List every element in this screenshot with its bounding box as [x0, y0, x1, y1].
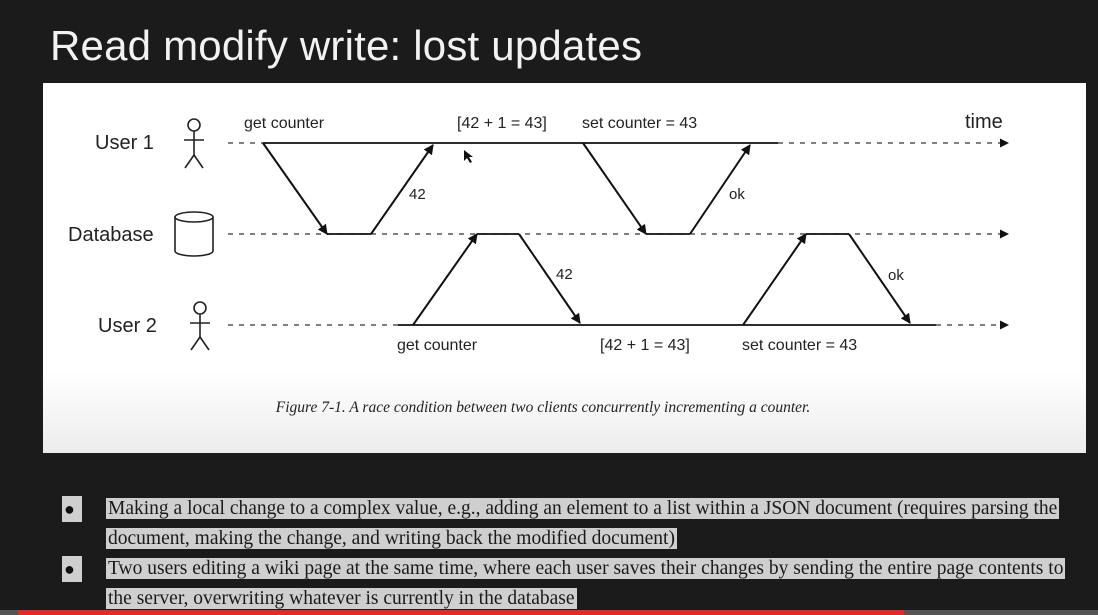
user2-label: User 2 — [98, 315, 157, 337]
time-axis-label: time — [965, 111, 1003, 133]
user1-person-icon — [184, 118, 204, 169]
bullet-icon: ● — [64, 499, 75, 519]
list-item: ● Making a local change to a complex val… — [62, 494, 1077, 554]
user1-read-response-arrow — [370, 144, 434, 235]
user2-person-icon — [190, 301, 210, 351]
figure-panel: User 1 Database User 2 — [43, 83, 1086, 453]
user1-get-label: get counter — [244, 115, 325, 132]
user2-write-response-arrow — [848, 233, 911, 324]
bullet-list: ● Making a local change to a complex val… — [62, 494, 1077, 614]
bullet-icon: ● — [64, 559, 75, 579]
user2-set-request-arrow — [742, 233, 807, 326]
user1-write-response-arrow — [689, 144, 751, 235]
bullet-highlight — [62, 556, 82, 582]
figure-caption: Figure 7-1. A race condition between two… — [275, 399, 811, 416]
database-label: Database — [68, 224, 154, 246]
user1-write-ack: ok — [729, 186, 745, 203]
slide-title: Read modify write: lost updates — [50, 22, 643, 69]
video-progress-fill[interactable] — [18, 610, 904, 615]
user2-compute-label: [42 + 1 = 43] — [600, 337, 690, 354]
user2-read-response-arrow — [518, 233, 581, 324]
user2-get-request-arrow — [412, 233, 478, 326]
user2-write-ack: ok — [888, 267, 904, 284]
user1-read-value: 42 — [409, 186, 426, 203]
bullet-text: Making a local change to a complex value… — [106, 498, 1060, 549]
mouse-cursor-icon — [464, 150, 473, 163]
user2-get-label: get counter — [397, 337, 478, 354]
user1-set-request-arrow — [582, 142, 647, 235]
user2-read-value: 42 — [556, 266, 573, 283]
bullet-highlight — [62, 496, 82, 522]
video-progress-track[interactable] — [0, 610, 1098, 615]
list-item: ● Two users editing a wiki page at the s… — [62, 554, 1077, 614]
bullet-text: Two users editing a wiki page at the sam… — [106, 558, 1066, 609]
user1-label: User 1 — [95, 132, 154, 154]
race-condition-diagram: User 1 Database User 2 — [68, 111, 1009, 354]
user1-set-label: set counter = 43 — [582, 115, 697, 132]
user2-set-label: set counter = 43 — [742, 337, 857, 354]
database-cylinder-icon — [174, 211, 214, 257]
user1-get-request-arrow — [262, 142, 328, 235]
user1-compute-label: [42 + 1 = 43] — [457, 115, 547, 132]
